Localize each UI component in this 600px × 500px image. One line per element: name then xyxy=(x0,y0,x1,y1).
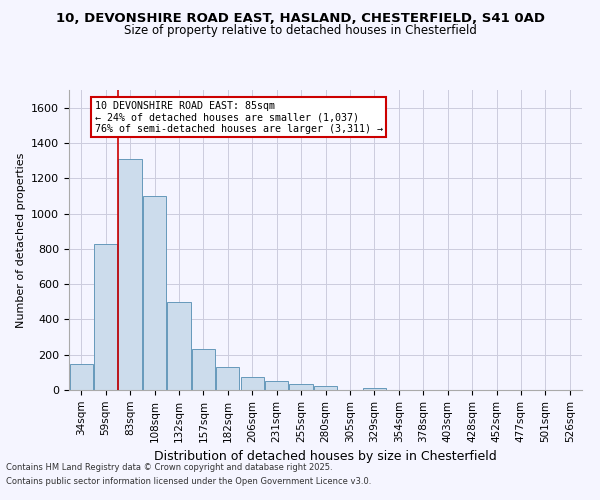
Bar xyxy=(216,367,239,390)
Text: Contains public sector information licensed under the Open Government Licence v3: Contains public sector information licen… xyxy=(6,478,371,486)
Bar xyxy=(241,377,264,390)
Bar xyxy=(363,388,386,390)
Bar xyxy=(314,386,337,390)
X-axis label: Distribution of detached houses by size in Chesterfield: Distribution of detached houses by size … xyxy=(154,450,497,463)
Bar xyxy=(289,384,313,390)
Bar xyxy=(70,364,93,390)
Bar xyxy=(94,244,117,390)
Bar xyxy=(265,381,288,390)
Bar xyxy=(118,159,142,390)
Text: Size of property relative to detached houses in Chesterfield: Size of property relative to detached ho… xyxy=(124,24,476,37)
Y-axis label: Number of detached properties: Number of detached properties xyxy=(16,152,26,328)
Text: 10 DEVONSHIRE ROAD EAST: 85sqm
← 24% of detached houses are smaller (1,037)
76% : 10 DEVONSHIRE ROAD EAST: 85sqm ← 24% of … xyxy=(95,100,383,134)
Text: Contains HM Land Registry data © Crown copyright and database right 2025.: Contains HM Land Registry data © Crown c… xyxy=(6,462,332,471)
Text: 10, DEVONSHIRE ROAD EAST, HASLAND, CHESTERFIELD, S41 0AD: 10, DEVONSHIRE ROAD EAST, HASLAND, CHEST… xyxy=(56,12,545,26)
Bar xyxy=(143,196,166,390)
Bar xyxy=(192,348,215,390)
Bar xyxy=(167,302,191,390)
